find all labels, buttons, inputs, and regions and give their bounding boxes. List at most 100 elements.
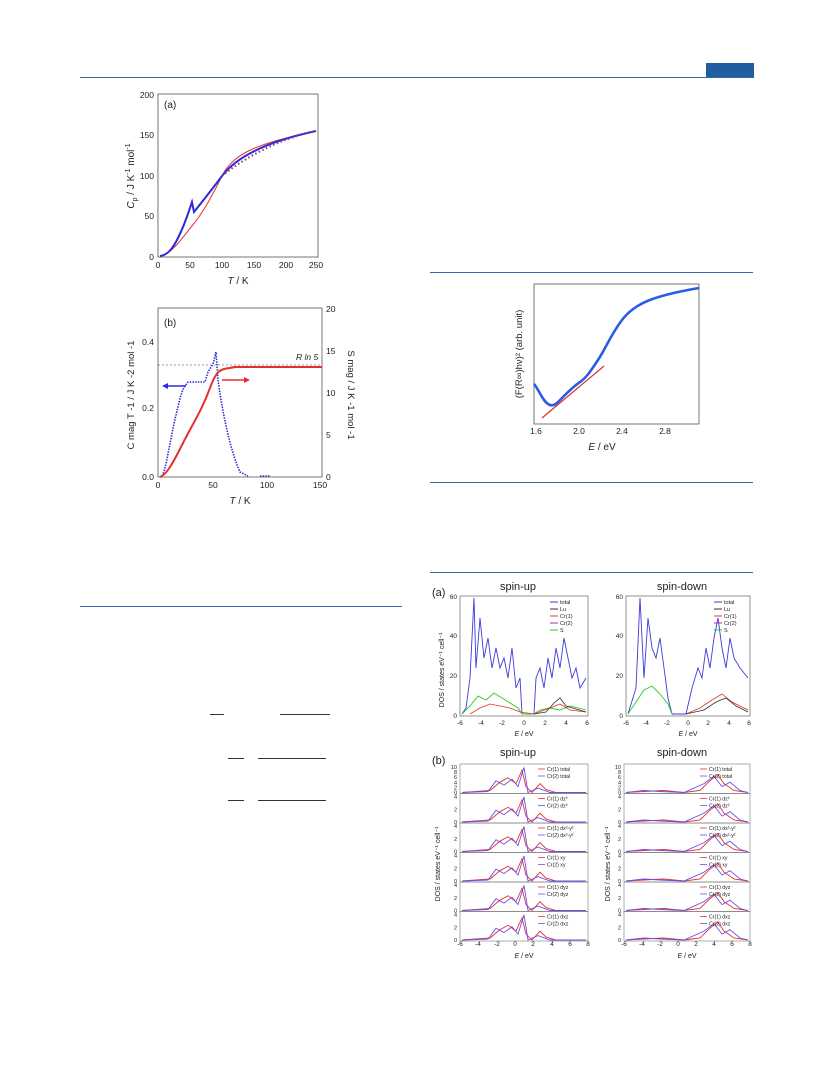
legend-label: Cr(1) dyz [709,885,731,891]
cmag-figure: (b) R ln 5 0 50 100 150 0.0 0.2 0.4 0 5 … [126,304,356,507]
y-tick: 0 [454,791,457,797]
cmag-plot-frame [157,307,323,478]
y-tick: 0 [618,820,621,826]
x-tick: 6 [730,941,734,948]
y-tick: 5 [326,430,331,440]
cr2-curve [625,923,749,941]
y-tick: 0.0 [142,472,154,482]
rln5-annotation: R ln 5 [296,352,318,362]
x-tick: 0 [156,480,161,490]
y-tick: 10 [326,388,336,398]
y-tick: 40 [616,633,624,640]
cr1-curve [461,887,586,912]
right-axis-arrow [222,377,250,383]
y-tick: 2 [618,785,621,791]
row-frame [623,852,751,883]
x-tick: 0 [513,941,517,948]
y-tick: 2 [618,837,621,843]
dos-a-down-cr-curve [685,693,749,715]
legend-label: Cr(1) [724,614,737,620]
dos-orbital-figure: (b) spin-up spin-down DOS / states eV⁻¹ … [432,747,752,960]
uv-figure: 1.6 2.0 2.4 2.8 E / eV (F(R∞)hν)² (arb. … [514,283,700,453]
equation-fraction-bar [228,800,244,801]
x-tick: 50 [208,480,218,490]
dos-a-down-lu-curve [685,697,749,715]
legend-label: Cr(1) dyz [547,885,569,891]
x-tick: 4 [727,720,731,727]
x-tick: -6 [621,941,627,948]
dos-a-down-legend: total Lu Cr(1) Cr(2) S [714,600,737,634]
dos-b-down-x-label: E / eV [677,953,696,960]
x-tick: 2.0 [573,426,585,436]
x-tick: -6 [457,941,463,948]
cmag-x-axis-label: T / K [229,496,250,507]
cmag-blue-data [161,351,270,477]
row-frame [623,911,751,942]
y-tick: 2 [618,896,621,902]
cr1-curve [461,798,586,823]
y-tick: 0 [454,879,457,885]
uv-x-axis-label: E / eV [588,442,616,453]
y-tick: 4 [454,780,457,786]
y-tick: 2 [618,866,621,872]
y-tick: 20 [326,304,336,314]
y-tick: 2 [454,837,457,843]
legend-label: Cr(1) [560,614,573,620]
legend-label: Cr(2) [560,621,573,627]
y-tick: 0 [454,820,457,826]
equation-fraction-bar [228,758,244,759]
x-tick: -2 [657,941,663,948]
y-tick: 0 [618,909,621,915]
cr2-curve [461,767,586,794]
legend-label: Cr(1) dz² [709,797,730,803]
equation-fraction-bar [280,714,330,715]
x-tick: -4 [639,941,645,948]
uv-absorption-curve [533,286,700,407]
cp-plot-frame [157,93,319,258]
y-tick: 4 [618,854,621,860]
cr2-curve [625,864,749,882]
legend-label: Lu [560,607,566,613]
x-tick: 8 [748,941,752,948]
y-tick: 4 [618,795,621,801]
dos-a-up-xticks: -6 -4 -2 0 2 4 6 [457,720,589,727]
y-tick: 4 [454,795,457,801]
legend-label: Cr(1) dx²-y² [709,826,736,832]
dos-a-down-x-label: E / eV [678,731,697,738]
y-tick: 4 [618,883,621,889]
row-frame [459,911,589,942]
legend-label: Cr(2) dyz [547,892,569,898]
dos-a-title-down: spin-down [657,581,707,593]
legend-label: Cr(2) [724,621,737,627]
dos-total-figure: (a) spin-up spin-down DOS / states eV⁻¹ … [432,581,751,738]
header-tab [706,63,754,77]
dos-a-up-total-curve [461,597,587,715]
y-tick: 2 [454,866,457,872]
y-tick: 2 [454,896,457,902]
legend-label: Cr(1) dxz [547,915,569,921]
x-tick: 2 [543,720,547,727]
legend-label: Lu [724,607,730,613]
x-tick: -2 [499,720,505,727]
cr1-curve [461,916,586,941]
y-tick: 8 [454,770,457,776]
legend-label: Cr(2) dyz [709,892,731,898]
dos-b-up-x-label: E / eV [514,953,533,960]
y-tick: 0 [618,938,621,944]
x-tick: 250 [309,260,323,270]
y-tick: 50 [145,211,155,221]
cr2-curve [461,796,586,823]
y-tick: 10 [615,765,621,771]
dos-a-panel-label: (a) [432,587,445,599]
uv-tauc-fit-line [541,365,605,419]
cp-figure: (a) 0 50 100 150 200 250 0 50 100 150 20… [125,90,323,287]
x-tick: 2.8 [659,426,671,436]
